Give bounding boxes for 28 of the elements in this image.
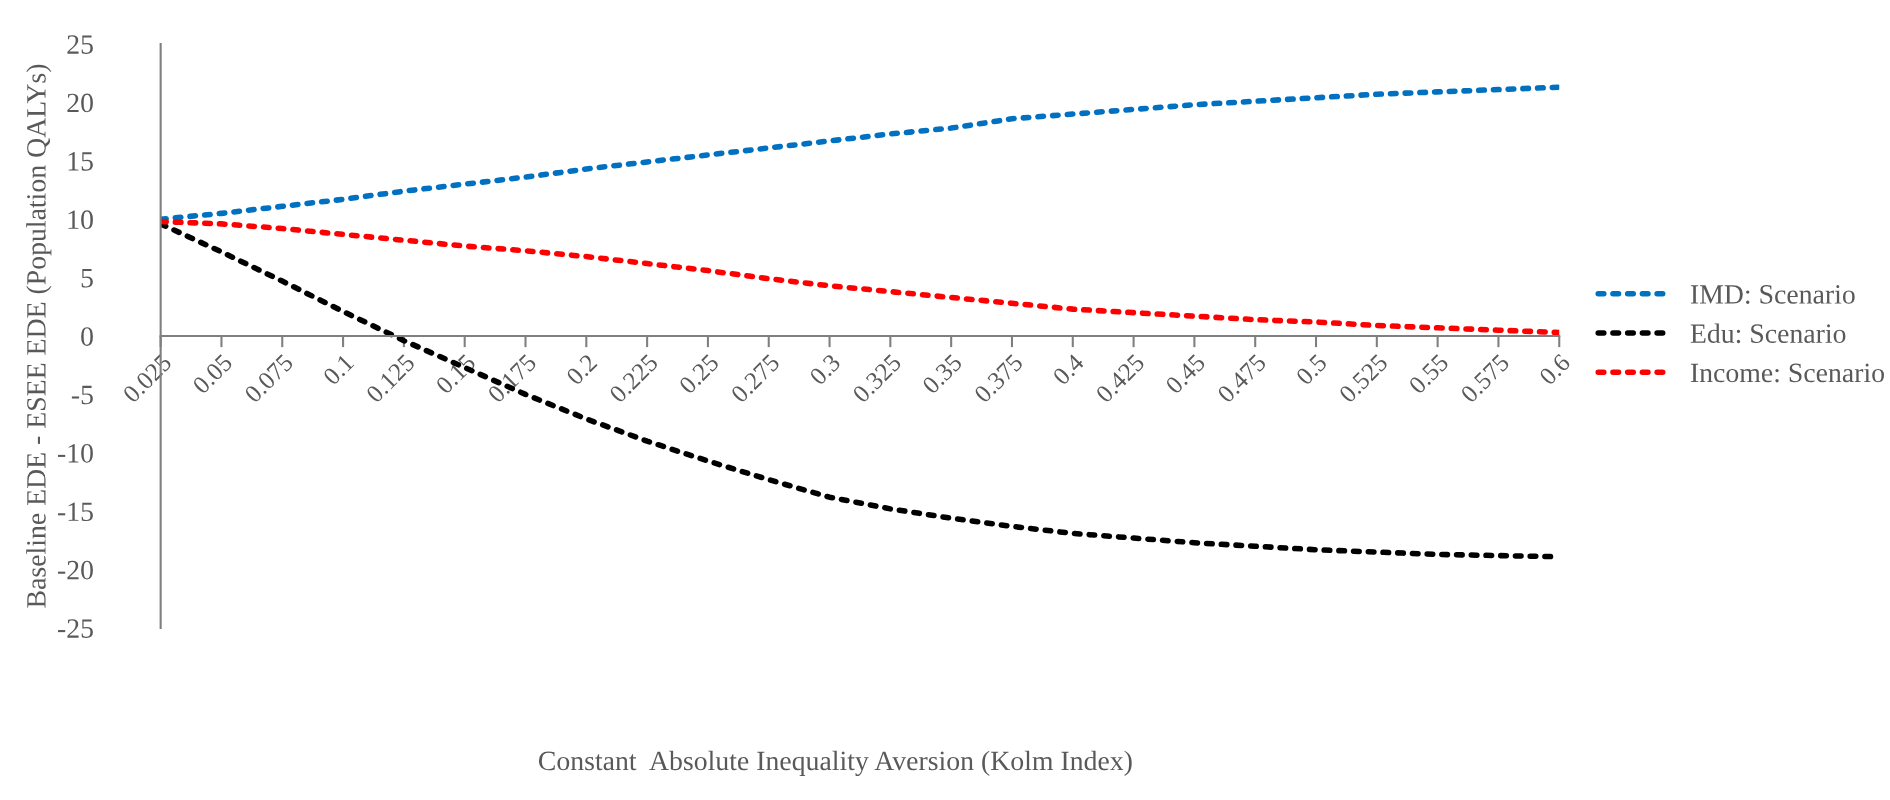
x-tick-label: 0.4 bbox=[1051, 352, 1086, 386]
x-tick-label: 0.15 bbox=[434, 353, 477, 395]
legend-label: Edu: Scenario bbox=[1690, 323, 1846, 344]
y-tick-label: 5 bbox=[81, 269, 93, 288]
x-tick-label: 0.6 bbox=[1538, 353, 1572, 386]
y-tick-label: -20 bbox=[57, 560, 93, 580]
legend-label: Income: Scenario bbox=[1690, 363, 1884, 383]
x-tick-label: 0.2 bbox=[565, 353, 598, 386]
y-tick-label: -15 bbox=[57, 502, 93, 522]
y-tick-label: 15 bbox=[68, 152, 93, 171]
y-axis-title: Baseline EDE - ESEE EDE (Population QALYs) bbox=[26, 64, 52, 608]
x-tick-label: 0.5 bbox=[1295, 353, 1328, 386]
y-tick-label: -25 bbox=[57, 619, 93, 638]
y-tick-label: 25 bbox=[67, 35, 93, 54]
y-tick-label: 20 bbox=[67, 93, 93, 113]
x-tick-label: 0.1 bbox=[322, 353, 355, 386]
x-tick-label: 0.05 bbox=[191, 353, 234, 395]
x-tick-label: 0.45 bbox=[1164, 353, 1207, 395]
y-tick-label: 0 bbox=[81, 327, 93, 346]
x-tick-label: 0.3 bbox=[808, 353, 842, 386]
x-axis-title: Constant Absolute Inequality Aversion (Kolm Index) bbox=[538, 750, 1132, 776]
x-tick-label: 0.25 bbox=[678, 353, 720, 395]
legend-label: IMD: Scenario bbox=[1690, 285, 1855, 304]
x-tick-label: 0.35 bbox=[921, 353, 963, 395]
y-tick-label: -5 bbox=[71, 385, 93, 405]
y-tick-label: 10 bbox=[68, 210, 93, 230]
y-tick-label: -10 bbox=[57, 443, 93, 463]
x-tick-label: 0.55 bbox=[1407, 353, 1450, 395]
